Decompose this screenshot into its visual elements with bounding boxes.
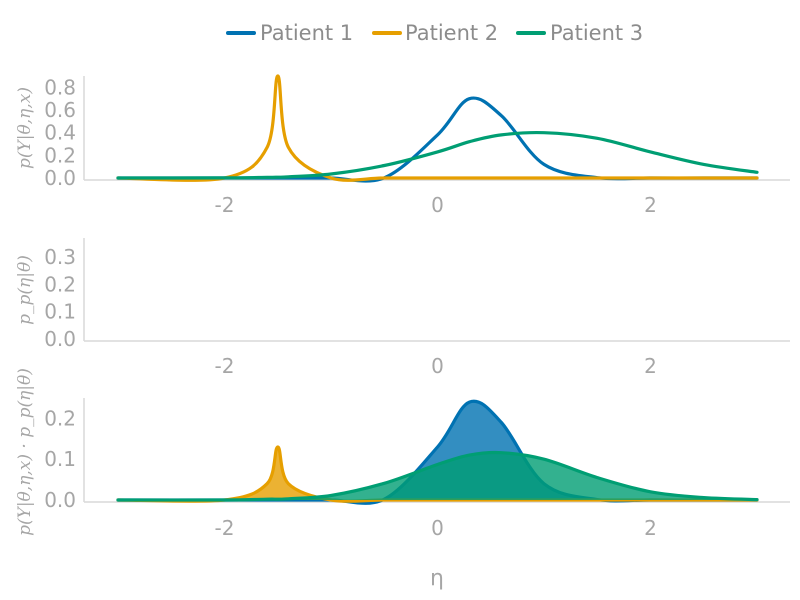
y-tick-label: 0.2 bbox=[44, 406, 76, 430]
x-tick-label: -2 bbox=[215, 193, 235, 217]
y-tick-label: 0.0 bbox=[44, 488, 76, 512]
x-tick-labels: -2 0 2 bbox=[215, 516, 657, 540]
legend-label-patient-1: Patient 1 bbox=[260, 21, 353, 45]
area-fill-patient-1 bbox=[118, 401, 757, 504]
product-panel: 0.0 0.1 0.2 -2 0 2 p(Y|θ,η,x) · p_p(η|θ) bbox=[15, 368, 790, 540]
legend-label-patient-3: Patient 3 bbox=[550, 21, 643, 45]
x-tick-labels: -2 0 2 bbox=[215, 354, 657, 378]
legend-label-patient-2: Patient 2 bbox=[405, 21, 498, 45]
x-tick-label: 0 bbox=[431, 354, 444, 378]
y-tick-label: 0.1 bbox=[44, 300, 76, 324]
legend-entry: Patient 1 bbox=[226, 21, 353, 45]
y-tick-label: 0.2 bbox=[44, 272, 76, 296]
x-tick-label: 2 bbox=[644, 193, 657, 217]
series-line-patient-3 bbox=[116, 450, 759, 502]
y-tick-label: 0.2 bbox=[44, 143, 76, 167]
series-line-patient-2 bbox=[116, 74, 759, 182]
series-line-patient-1 bbox=[116, 96, 759, 183]
x-tick-label: 2 bbox=[644, 354, 657, 378]
x-tick-labels: -2 0 2 bbox=[215, 193, 657, 217]
area-fill-patient-2 bbox=[118, 447, 757, 502]
y-tick-label: 0.8 bbox=[44, 75, 76, 99]
y-tick-labels: 0.0 0.1 0.2 0.3 bbox=[44, 245, 76, 351]
series-areas bbox=[116, 399, 759, 505]
x-tick-label: -2 bbox=[215, 354, 235, 378]
x-tick-label: -2 bbox=[215, 516, 235, 540]
y-tick-label: 0.0 bbox=[44, 166, 76, 190]
y-axis-label: p(Y|θ,η,x) · p_p(η|θ) bbox=[15, 368, 35, 536]
y-tick-label: 0.4 bbox=[44, 121, 76, 145]
x-tick-label: 2 bbox=[644, 516, 657, 540]
legend-entry: Patient 3 bbox=[516, 21, 643, 45]
y-axis-label: p_p(η|θ) bbox=[15, 255, 35, 325]
y-tick-label: 0.3 bbox=[44, 245, 76, 269]
x-axis-label: η bbox=[430, 566, 444, 591]
y-axis-label: p(Y|θ,η,x) bbox=[15, 87, 35, 169]
series-line-patient-3 bbox=[116, 130, 759, 180]
x-tick-label: 0 bbox=[431, 193, 444, 217]
series-lines bbox=[116, 74, 759, 183]
area-fill-patient-3 bbox=[118, 452, 757, 501]
y-tick-label: 0.1 bbox=[44, 447, 76, 471]
likelihood-panel: 0.00.20.40.60.8 -2 0 2 p(Y|θ,η,x) bbox=[15, 74, 790, 217]
x-tick-label: 0 bbox=[431, 516, 444, 540]
y-tick-labels: 0.00.20.40.60.8 bbox=[44, 75, 76, 190]
y-tick-label: 0.6 bbox=[44, 98, 76, 122]
y-tick-label: 0.0 bbox=[44, 327, 76, 351]
legend-entry: Patient 2 bbox=[372, 21, 498, 45]
legend: Patient 1 Patient 2 Patient 3 bbox=[226, 21, 643, 45]
y-tick-labels: 0.0 0.1 0.2 bbox=[44, 406, 76, 512]
prior-panel: 0.0 0.1 0.2 0.3 -2 0 2 p_p(η|θ) bbox=[15, 238, 790, 378]
